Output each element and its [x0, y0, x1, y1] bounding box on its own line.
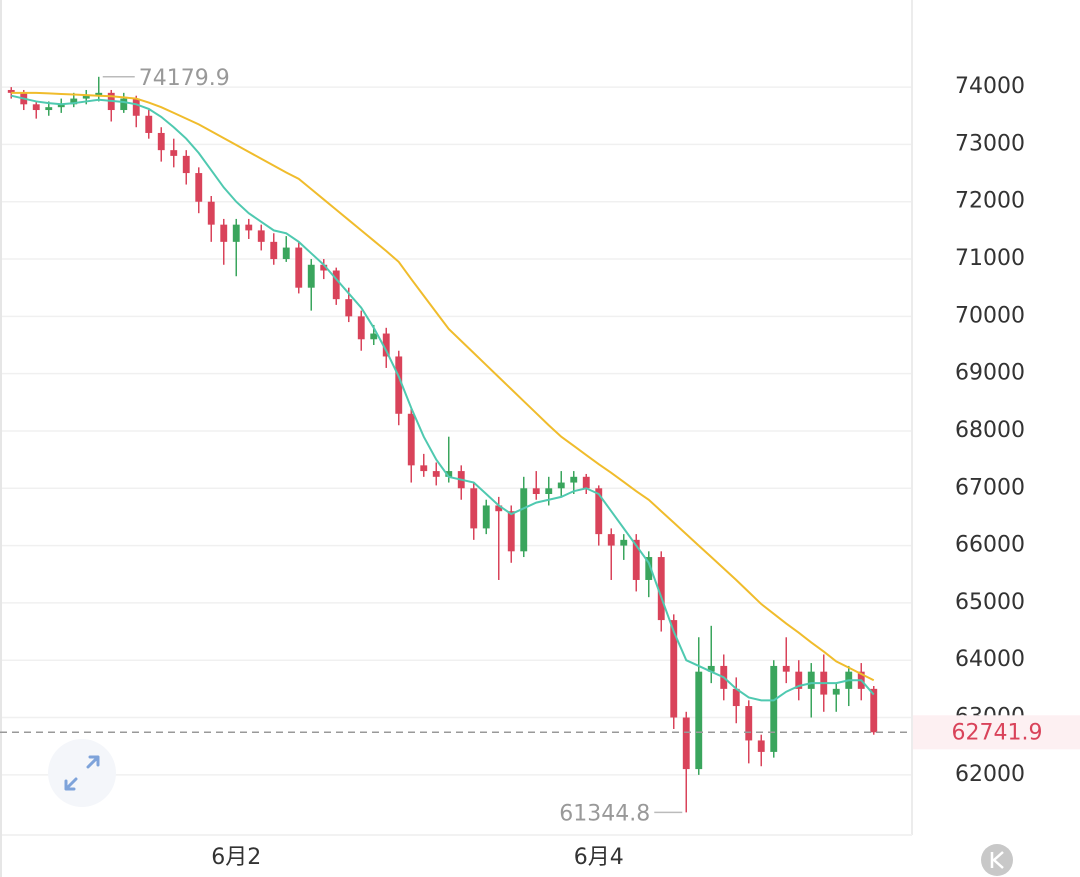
- candle-body: [357, 316, 365, 340]
- y-tick-label: 73000: [955, 131, 1025, 156]
- last-price-label: 62741.9: [952, 720, 1043, 745]
- candle-body: [557, 482, 565, 489]
- candle-body: [657, 557, 665, 621]
- y-tick-label: 74000: [955, 74, 1025, 99]
- candle-body: [520, 488, 528, 552]
- candle-body: [145, 115, 153, 133]
- y-tick-label: 66000: [955, 533, 1025, 558]
- k-button[interactable]: [981, 844, 1013, 876]
- y-tick-label: 72000: [955, 189, 1025, 214]
- last-price-box: [913, 715, 1080, 750]
- y-tick-label: 64000: [955, 647, 1025, 672]
- candle-body: [470, 488, 478, 529]
- candle-body: [495, 505, 503, 512]
- candle-body: [7, 89, 15, 93]
- candle-body: [670, 620, 678, 718]
- candle-body: [545, 488, 553, 495]
- candle-body: [807, 671, 815, 689]
- candle-body: [582, 476, 590, 489]
- candle-body: [82, 95, 90, 99]
- candle-body: [295, 247, 303, 288]
- candle-body: [120, 98, 128, 111]
- candle-body: [782, 665, 790, 672]
- k-icon: [990, 851, 1004, 869]
- candle-body: [45, 107, 53, 111]
- candle-body: [282, 247, 290, 260]
- candle-body: [595, 488, 603, 535]
- candle-body: [182, 155, 190, 174]
- ma-line: [11, 91, 875, 682]
- candle-body: [195, 173, 203, 202]
- candle-body: [270, 241, 278, 260]
- candle-body: [370, 333, 378, 340]
- candle-body: [420, 465, 428, 472]
- expand-button[interactable]: [48, 739, 116, 807]
- candle-body: [70, 98, 78, 105]
- candle-body: [257, 230, 265, 242]
- candle-body: [132, 98, 140, 116]
- candle-body: [207, 201, 215, 225]
- x-tick-label: 6月4: [574, 845, 624, 870]
- y-tick-label: 67000: [955, 475, 1025, 500]
- candle-body: [320, 264, 328, 271]
- high-label: 74179.9: [139, 66, 230, 91]
- y-tick-label: 71000: [955, 246, 1025, 271]
- y-tick-label: 68000: [955, 418, 1025, 443]
- candle-body: [220, 224, 228, 242]
- candle-body: [632, 539, 640, 580]
- candle-body: [745, 706, 753, 741]
- candle-body: [645, 557, 653, 580]
- candle-body: [170, 150, 178, 156]
- candle-body: [707, 665, 715, 672]
- candle-body: [95, 92, 103, 96]
- candle-body: [407, 413, 415, 466]
- candle-body: [245, 224, 253, 231]
- candle-body: [157, 132, 165, 151]
- candle-body: [532, 488, 540, 495]
- candle-body: [695, 671, 703, 770]
- candle-body: [32, 104, 40, 111]
- y-tick-label: 70000: [955, 303, 1025, 328]
- candle-body: [570, 476, 578, 483]
- grid: [0, 86, 912, 776]
- candle-body: [395, 356, 403, 414]
- candle-body: [732, 688, 740, 707]
- candle-body: [445, 471, 453, 477]
- candle-body: [770, 665, 778, 752]
- ma-line: [11, 94, 875, 702]
- expand-bg: [48, 739, 116, 807]
- low-label: 61344.8: [559, 801, 650, 826]
- plot: [7, 76, 878, 813]
- candle-body: [507, 511, 515, 552]
- candle-body: [345, 299, 353, 317]
- y-tick-label: 69000: [955, 361, 1025, 386]
- candle-body: [307, 264, 315, 288]
- y-tick-label: 62000: [955, 762, 1025, 787]
- candle-body: [757, 740, 765, 752]
- candle-body: [620, 539, 628, 546]
- candle-body: [682, 717, 690, 770]
- candle-body: [232, 224, 240, 242]
- candle-body: [832, 688, 840, 695]
- candle-body: [482, 505, 490, 529]
- y-tick-label: 65000: [955, 590, 1025, 615]
- candle-body: [382, 333, 390, 357]
- candle-body: [432, 471, 440, 477]
- candle-body: [57, 104, 65, 108]
- expand-icon: [64, 755, 100, 791]
- candle-body: [332, 270, 340, 300]
- x-tick-label: 6月2: [211, 845, 261, 870]
- candle-body: [607, 534, 615, 546]
- candle-body: [795, 671, 803, 689]
- candle-body: [870, 688, 878, 733]
- k-bg: [981, 844, 1013, 876]
